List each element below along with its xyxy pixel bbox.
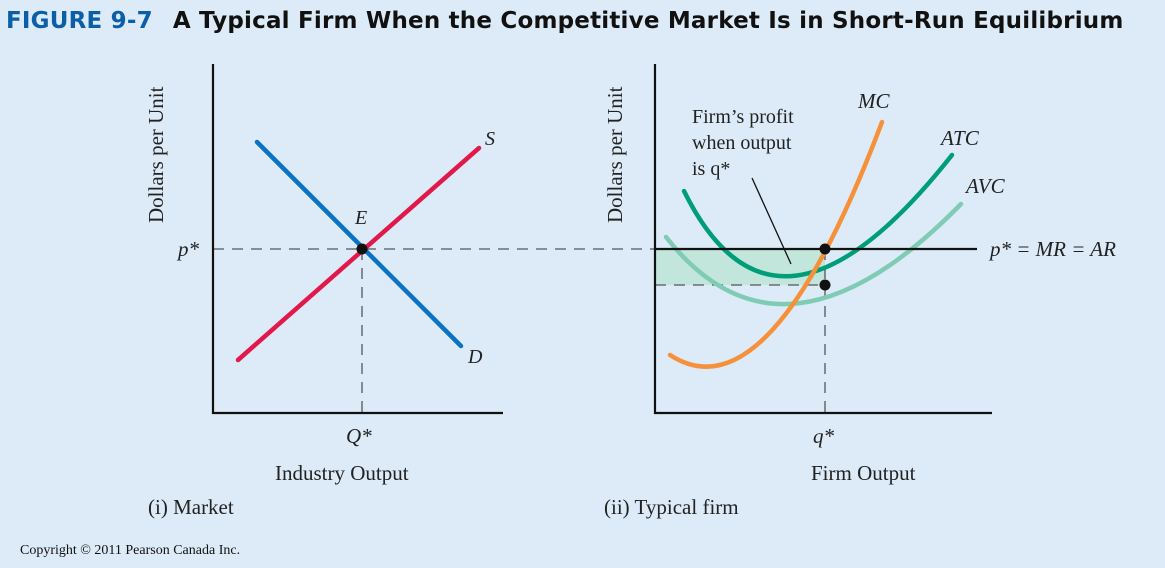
market-x-axis-label: Industry Output xyxy=(275,461,409,485)
profit-annotation-pointer xyxy=(751,177,792,265)
market-price-label: p* xyxy=(176,237,200,261)
figure-title-text: A Typical Firm When the Competitive Mark… xyxy=(172,8,1124,34)
firm-panel: Firm’s profit when output is q* MC ATC A… xyxy=(603,64,1116,519)
supply-curve xyxy=(235,145,482,363)
profit-annotation: Firm’s profit when output is q* xyxy=(692,106,799,180)
firm-price-point xyxy=(819,243,831,255)
firm-atc-point xyxy=(819,279,831,291)
firm-quantity-label: q* xyxy=(813,424,835,448)
firm-x-axis-label: Firm Output xyxy=(811,461,916,485)
avc-label: AVC xyxy=(964,174,1006,198)
profit-annotation-line-2: when output xyxy=(692,132,792,154)
market-y-axis-label: Dollars per Unit xyxy=(144,86,168,223)
mc-label: MC xyxy=(857,89,890,113)
market-caption: (i) Market xyxy=(148,495,234,519)
mc-curve xyxy=(667,119,885,369)
avc-curve xyxy=(663,201,964,307)
profit-annotation-line-1: Firm’s profit xyxy=(692,106,794,128)
equilibrium-label: E xyxy=(354,207,367,229)
firm-axes xyxy=(653,64,992,415)
figure-number: FIGURE 9-7 xyxy=(6,8,153,34)
demand-curve xyxy=(254,139,464,349)
market-axes xyxy=(211,64,503,415)
supply-label: S xyxy=(485,128,495,150)
market-panel: E S D p* Q* Industry Output Dollars per … xyxy=(144,64,654,519)
firm-y-axis-label: Dollars per Unit xyxy=(603,86,627,223)
copyright-notice: Copyright © 2011 Pearson Canada Inc. xyxy=(20,543,241,558)
atc-curve xyxy=(681,152,955,279)
market-equilibrium-point xyxy=(356,243,368,255)
atc-label: ATC xyxy=(939,126,980,150)
figure-title: FIGURE 9-7 A Typical Firm When the Compet… xyxy=(6,8,1124,34)
market-quantity-label: Q* xyxy=(346,424,372,448)
firm-caption: (ii) Typical firm xyxy=(604,495,739,519)
profit-annotation-line-3: is q* xyxy=(692,158,730,180)
demand-label: D xyxy=(467,346,483,368)
price-line-label: p* = MR = AR xyxy=(988,237,1116,261)
